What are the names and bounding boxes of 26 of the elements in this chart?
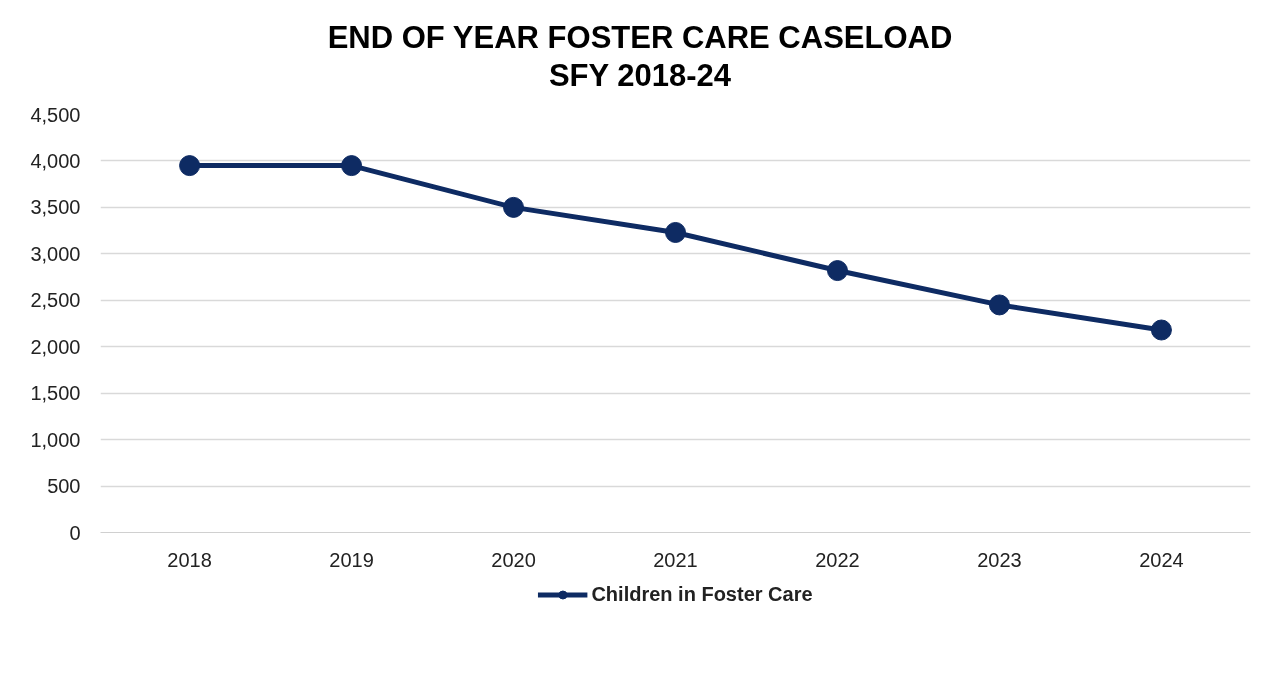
point <box>341 155 363 177</box>
y-tick-label: 3,500 <box>30 196 81 219</box>
x-tick-label: 2022 <box>815 548 860 571</box>
y-tick-label: 2,500 <box>30 289 81 312</box>
x-tick-label: 2019 <box>329 548 374 571</box>
point <box>179 155 201 177</box>
y-tick-label: 4,500 <box>30 103 81 126</box>
y-tick-label: 1,500 <box>30 382 81 405</box>
x-tick-label: 2018 <box>167 548 212 571</box>
y-tick-label: 500 <box>47 475 81 498</box>
point <box>665 221 686 243</box>
x-tick-label: 2020 <box>491 548 536 571</box>
y-tick-label: 2,000 <box>30 335 81 358</box>
x-tick-label: 2024 <box>1139 548 1184 571</box>
point <box>1150 319 1172 341</box>
x-tick-label: 2021 <box>653 548 698 571</box>
x-tick-label: 2023 <box>977 548 1022 571</box>
point <box>826 260 848 282</box>
y-tick-label: 4,000 <box>30 149 81 172</box>
y-tick-label: 1,000 <box>30 428 81 451</box>
point <box>988 294 1010 316</box>
y-tick-label: 3,000 <box>30 242 81 265</box>
point <box>503 196 525 218</box>
chart-title: END OF YEAR FOSTER CARE CASELOAD SFY 2018-24 <box>326 19 954 95</box>
y-tick-label: 0 <box>69 521 81 544</box>
legend-label: Children in Foster Care <box>591 582 813 606</box>
